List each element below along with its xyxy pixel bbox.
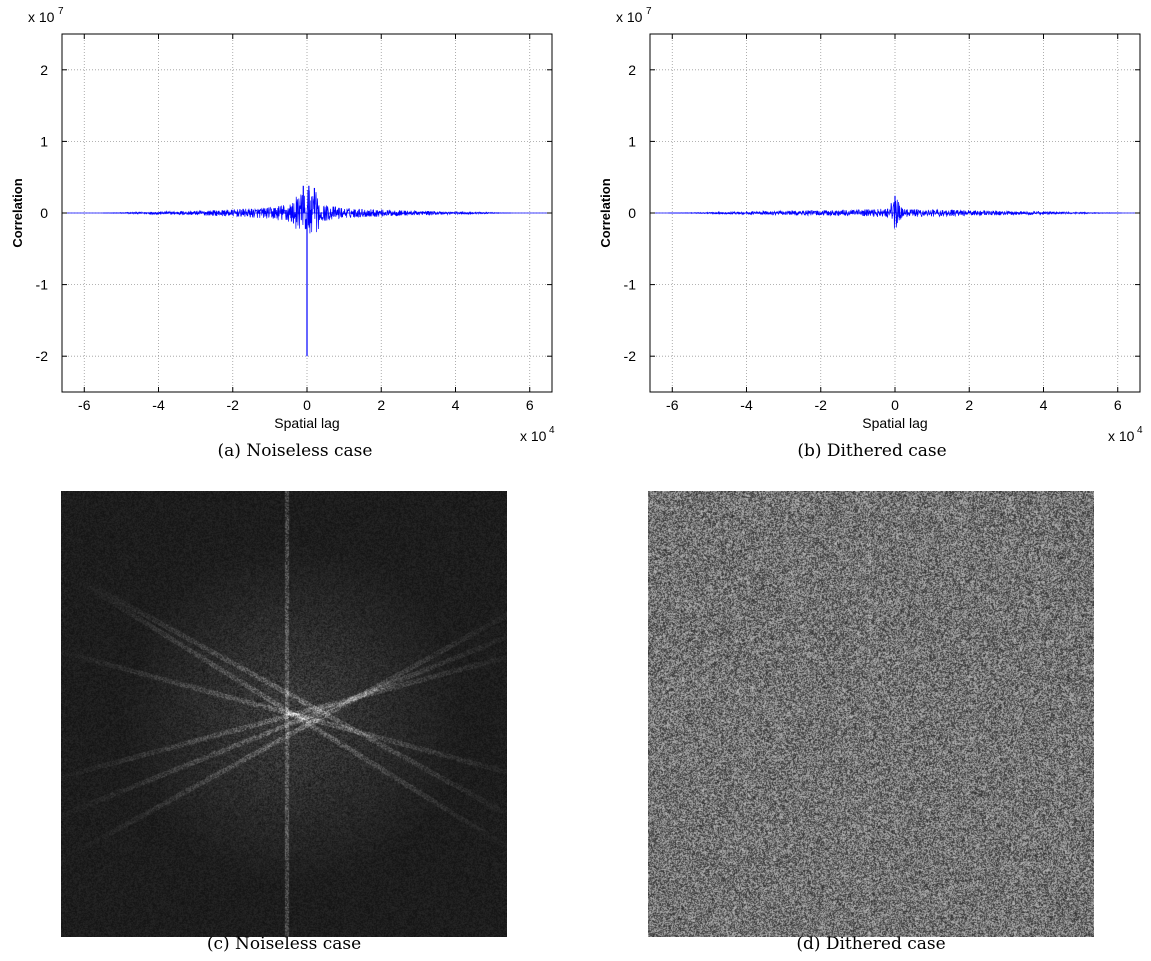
caption-b: (b) Dithered case: [797, 441, 947, 461]
y-tick-label: -2: [36, 348, 49, 364]
y-tick-label: 2: [628, 62, 636, 78]
image-d-spectrum-dithered: [648, 491, 1094, 937]
x-tick-label: -4: [152, 397, 165, 413]
x-tick-label: 2: [965, 397, 973, 413]
y-multiplier: x 10: [616, 9, 643, 25]
caption-d: (d) Dithered case: [796, 934, 946, 954]
x-tick-label: 2: [377, 397, 385, 413]
y-axis-label: Correlation: [598, 178, 613, 247]
y-tick-label: 1: [40, 133, 48, 149]
y-tick-label: 0: [628, 205, 636, 221]
y-tick-label: -2: [624, 348, 637, 364]
x-tick-label: 4: [1040, 397, 1048, 413]
x-axis-label: Spatial lag: [862, 415, 927, 431]
x-tick-label: -2: [815, 397, 828, 413]
x-tick-label: 0: [303, 397, 311, 413]
caption-c: (c) Noiseless case: [206, 934, 362, 954]
caption-a: (a) Noiseless case: [217, 441, 373, 461]
x-multiplier: x 10: [520, 428, 547, 444]
y-tick-label: -1: [36, 277, 49, 293]
chart-b-correlation-dithered: -6 -4 -2 0 2 4 6 -2 -1 0 1 2 Spatial lag Correlation x…: [598, 6, 1143, 444]
y-tick-label: 0: [40, 205, 48, 221]
x-axis-label: Spatial lag: [274, 415, 339, 431]
y-tick-label: 1: [628, 133, 636, 149]
x-tick-label: -4: [740, 397, 753, 413]
chart-a-correlation-noiseless: -6 -4 -2 0 2 4 6 -2 -1 0 1 2 Spatial lag Correlation x…: [10, 6, 555, 444]
x-tick-label: -6: [666, 397, 679, 413]
y-tick-label: 2: [40, 62, 48, 78]
x-tick-label: -2: [227, 397, 240, 413]
x-multiplier-exponent: 4: [549, 425, 555, 436]
x-tick-label: -6: [78, 397, 91, 413]
x-tick-label: 6: [526, 397, 534, 413]
x-multiplier: x 10: [1108, 428, 1135, 444]
y-multiplier-exponent: 7: [58, 6, 64, 17]
y-multiplier-exponent: 7: [646, 6, 652, 17]
x-tick-label: 6: [1114, 397, 1122, 413]
y-axis-label: Correlation: [10, 178, 25, 247]
x-multiplier-exponent: 4: [1137, 425, 1143, 436]
x-tick-label: 4: [452, 397, 460, 413]
x-tick-label: 0: [891, 397, 899, 413]
series-line: [102, 189, 512, 234]
image-c-spectrum-noiseless: [61, 491, 507, 937]
y-multiplier: x 10: [28, 9, 55, 25]
y-tick-label: -1: [624, 277, 637, 293]
